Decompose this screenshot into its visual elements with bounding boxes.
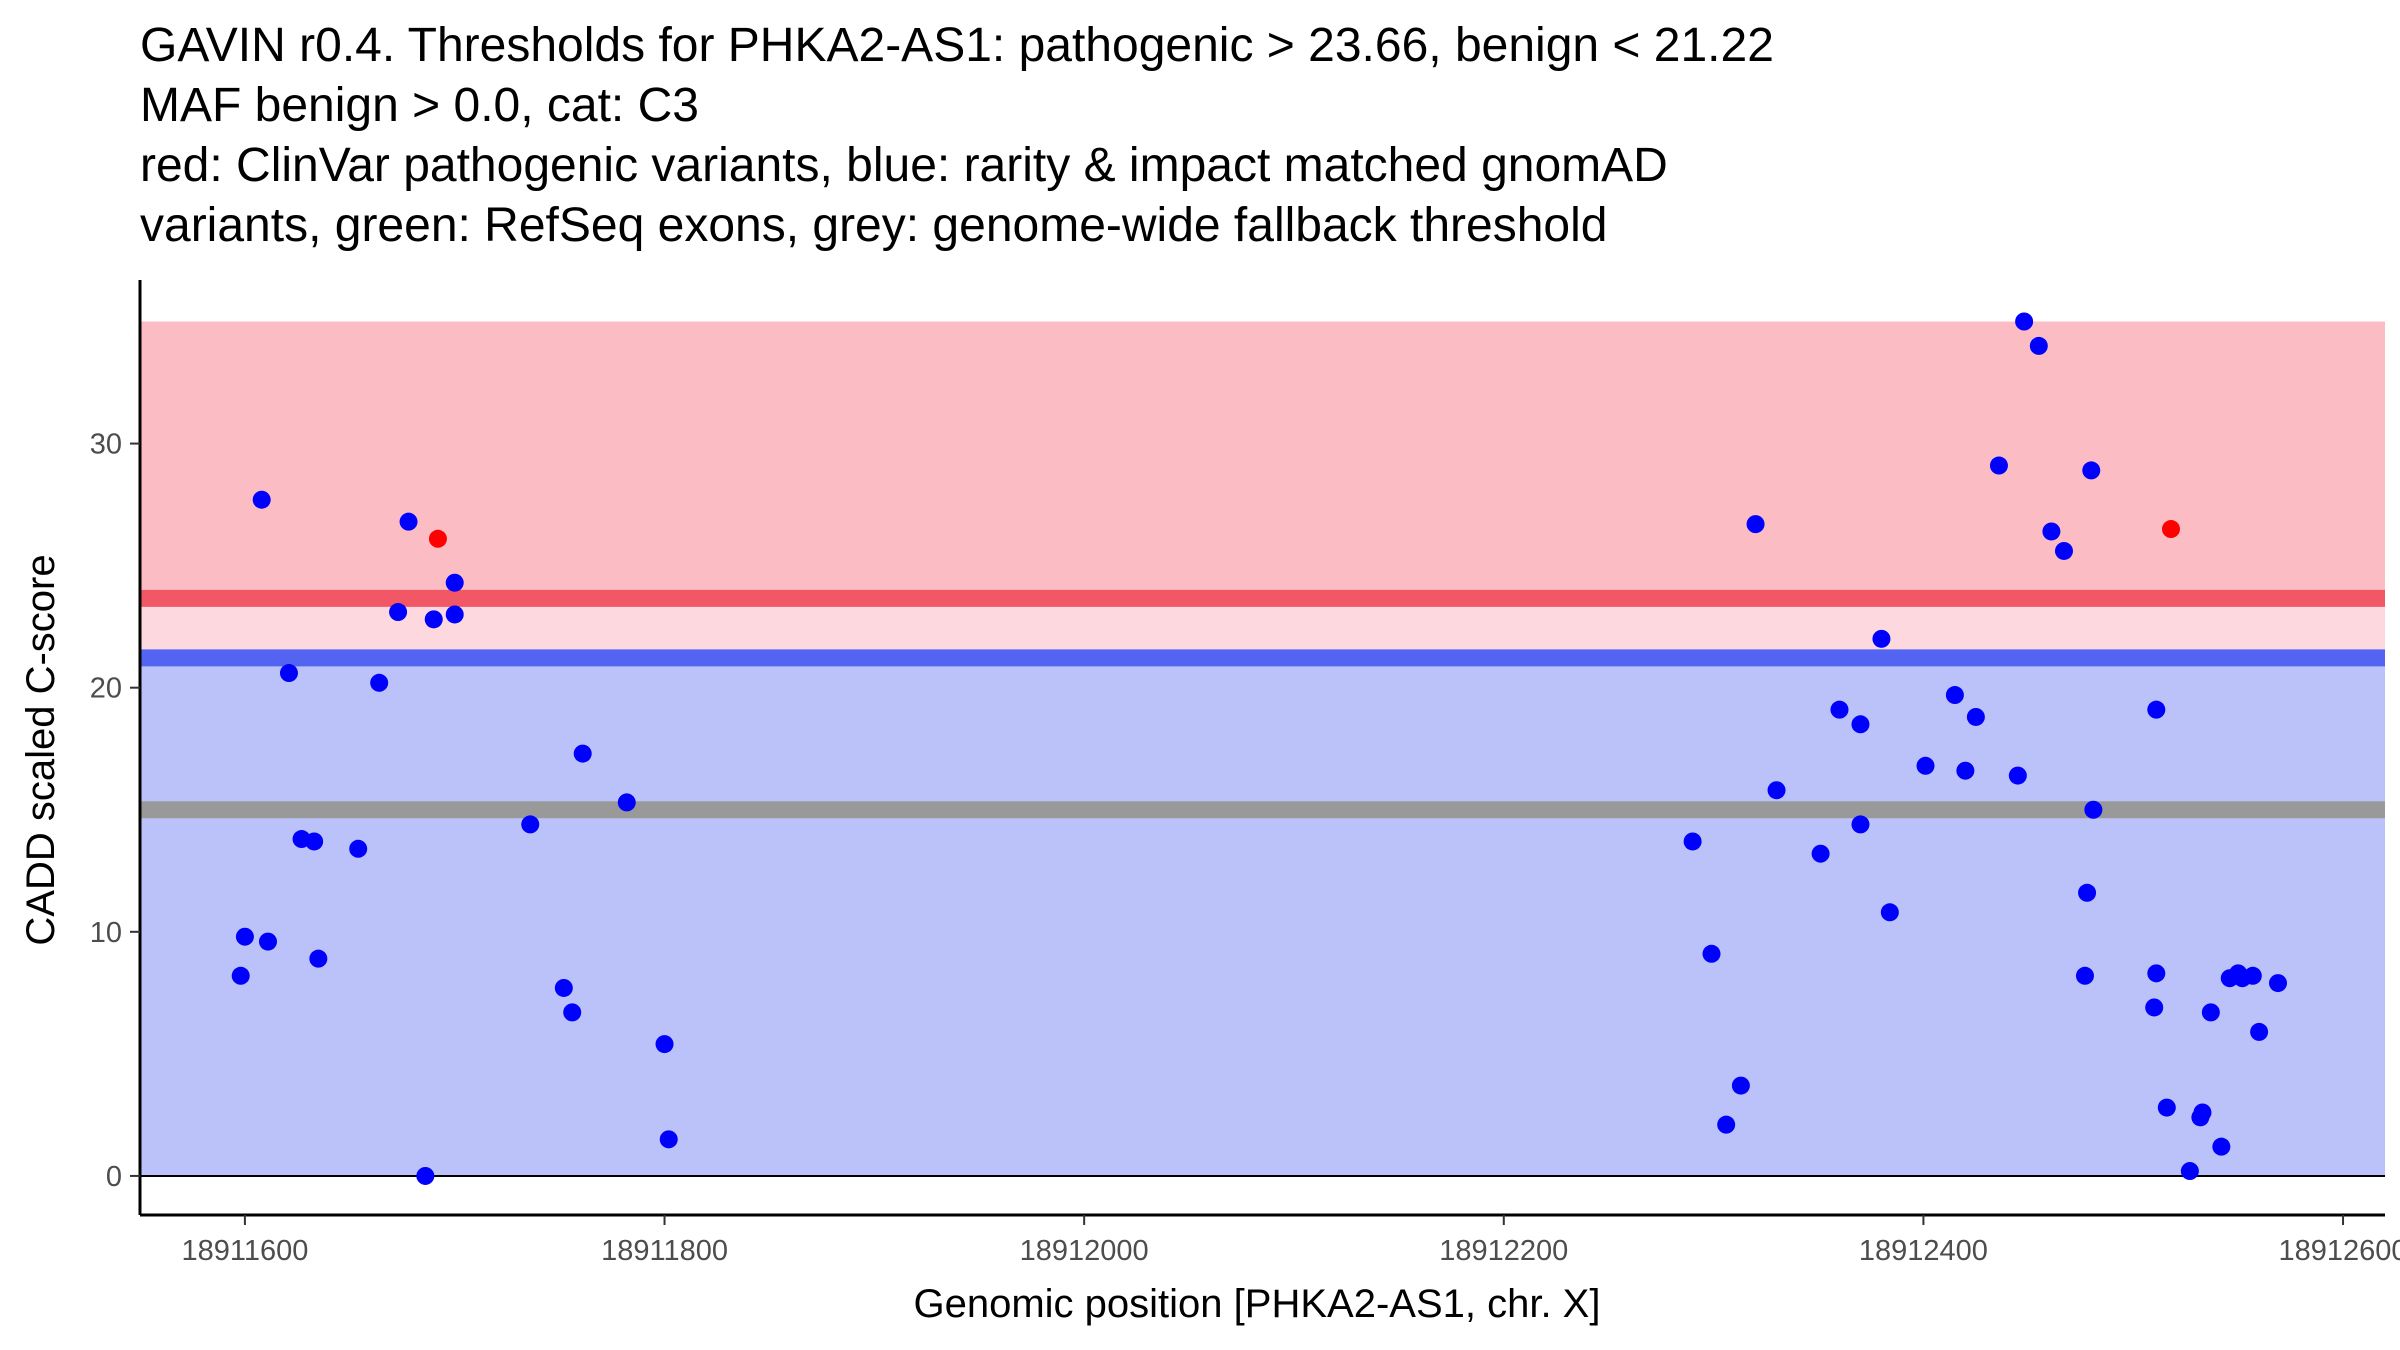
point-0-62	[2250, 1022, 2269, 1041]
point-0-15	[445, 605, 464, 624]
point-0-26	[1731, 1076, 1750, 1095]
title-line-4: variants, green: RefSeq exons, grey: gen…	[140, 199, 1608, 252]
point-0-12	[416, 1166, 435, 1185]
point-0-27	[1746, 515, 1765, 534]
point-1-1	[2161, 520, 2180, 539]
point-0-46	[2078, 883, 2097, 902]
point-0-34	[1880, 903, 1899, 922]
threshold-lines	[140, 589, 2385, 1177]
point-0-37	[1956, 761, 1975, 780]
point-0-22	[659, 1130, 678, 1149]
point-0-0	[235, 927, 254, 946]
point-0-24	[1702, 944, 1721, 963]
data-points	[231, 312, 2287, 1185]
x-axis-title: Genomic position [PHKA2-AS1, chr. X]	[914, 1282, 1601, 1326]
title-line-2: MAF benign > 0.0, cat: C3	[140, 79, 699, 132]
point-0-14	[445, 573, 464, 592]
point-0-23	[1683, 832, 1702, 851]
y-tick-label-0: 0	[106, 1161, 122, 1193]
point-0-50	[2147, 964, 2166, 983]
point-1-0	[428, 529, 447, 548]
x-tick-label-5: 18912600	[2279, 1235, 2400, 1267]
point-0-56	[2201, 1003, 2220, 1022]
y-tick-label-2: 20	[90, 673, 122, 705]
point-0-61	[2243, 966, 2262, 985]
point-0-19	[573, 744, 592, 763]
point-0-30	[1830, 700, 1849, 719]
point-0-42	[2029, 336, 2048, 355]
point-0-45	[2075, 966, 2094, 985]
title-line-1: GAVIN r0.4. Thresholds for PHKA2-AS1: pa…	[140, 19, 1774, 72]
point-0-7	[309, 949, 328, 968]
point-0-39	[1989, 456, 2008, 475]
x-tick-label-4: 18912400	[1859, 1235, 1988, 1267]
point-0-52	[2157, 1098, 2176, 1117]
point-0-17	[554, 978, 573, 997]
point-0-49	[2147, 700, 2166, 719]
point-0-35	[1916, 756, 1935, 775]
point-0-43	[2042, 522, 2061, 541]
point-0-41	[2015, 312, 2034, 331]
y-axis-title: CADD scaled C-score	[19, 554, 63, 945]
point-0-63	[2268, 974, 2287, 993]
point-0-8	[349, 839, 368, 858]
point-0-57	[2212, 1137, 2231, 1156]
chart-title: GAVIN r0.4. Thresholds for PHKA2-AS1: pa…	[140, 16, 2380, 256]
point-0-16	[521, 815, 540, 834]
band-0	[140, 321, 2385, 599]
threshold-bands	[140, 321, 2385, 1176]
axes: 0 10 20 30 18911600 18911800 18912000 18912200 1…	[90, 280, 2400, 1267]
y-tick-label-3: 30	[90, 429, 122, 461]
point-0-33	[1872, 629, 1891, 648]
point-0-10	[389, 603, 408, 622]
point-0-48	[2084, 800, 2103, 819]
band-2	[140, 657, 2385, 1176]
point-0-28	[1767, 781, 1786, 800]
y-tick-label-1: 10	[90, 917, 122, 949]
point-0-29	[1811, 844, 1830, 863]
point-0-2	[252, 490, 271, 509]
title-line-3: red: ClinVar pathogenic variants, blue: …	[140, 139, 1668, 192]
band-1	[140, 598, 2385, 658]
point-0-3	[258, 932, 277, 951]
point-0-18	[563, 1003, 582, 1022]
point-0-53	[2180, 1162, 2199, 1181]
point-0-6	[305, 832, 324, 851]
point-0-40	[2008, 766, 2027, 785]
point-0-1	[231, 966, 250, 985]
point-0-47	[2082, 461, 2101, 480]
point-0-20	[617, 793, 636, 812]
point-0-13	[424, 610, 443, 629]
point-0-21	[655, 1035, 674, 1054]
point-0-38	[1966, 707, 1985, 726]
point-0-36	[1945, 686, 1964, 705]
point-0-31	[1851, 715, 1870, 734]
x-tick-label-3: 18912200	[1439, 1235, 1568, 1267]
point-0-44	[2054, 541, 2073, 560]
point-0-9	[370, 673, 389, 692]
point-0-25	[1717, 1115, 1736, 1134]
x-tick-label-1: 18911800	[601, 1235, 728, 1267]
point-0-32	[1851, 815, 1870, 834]
point-0-4	[279, 664, 298, 683]
point-0-55	[2193, 1103, 2212, 1122]
x-tick-label-0: 18911600	[181, 1235, 308, 1267]
point-0-51	[2145, 998, 2164, 1017]
x-tick-label-2: 18912000	[1020, 1235, 1149, 1267]
point-0-11	[399, 512, 418, 531]
